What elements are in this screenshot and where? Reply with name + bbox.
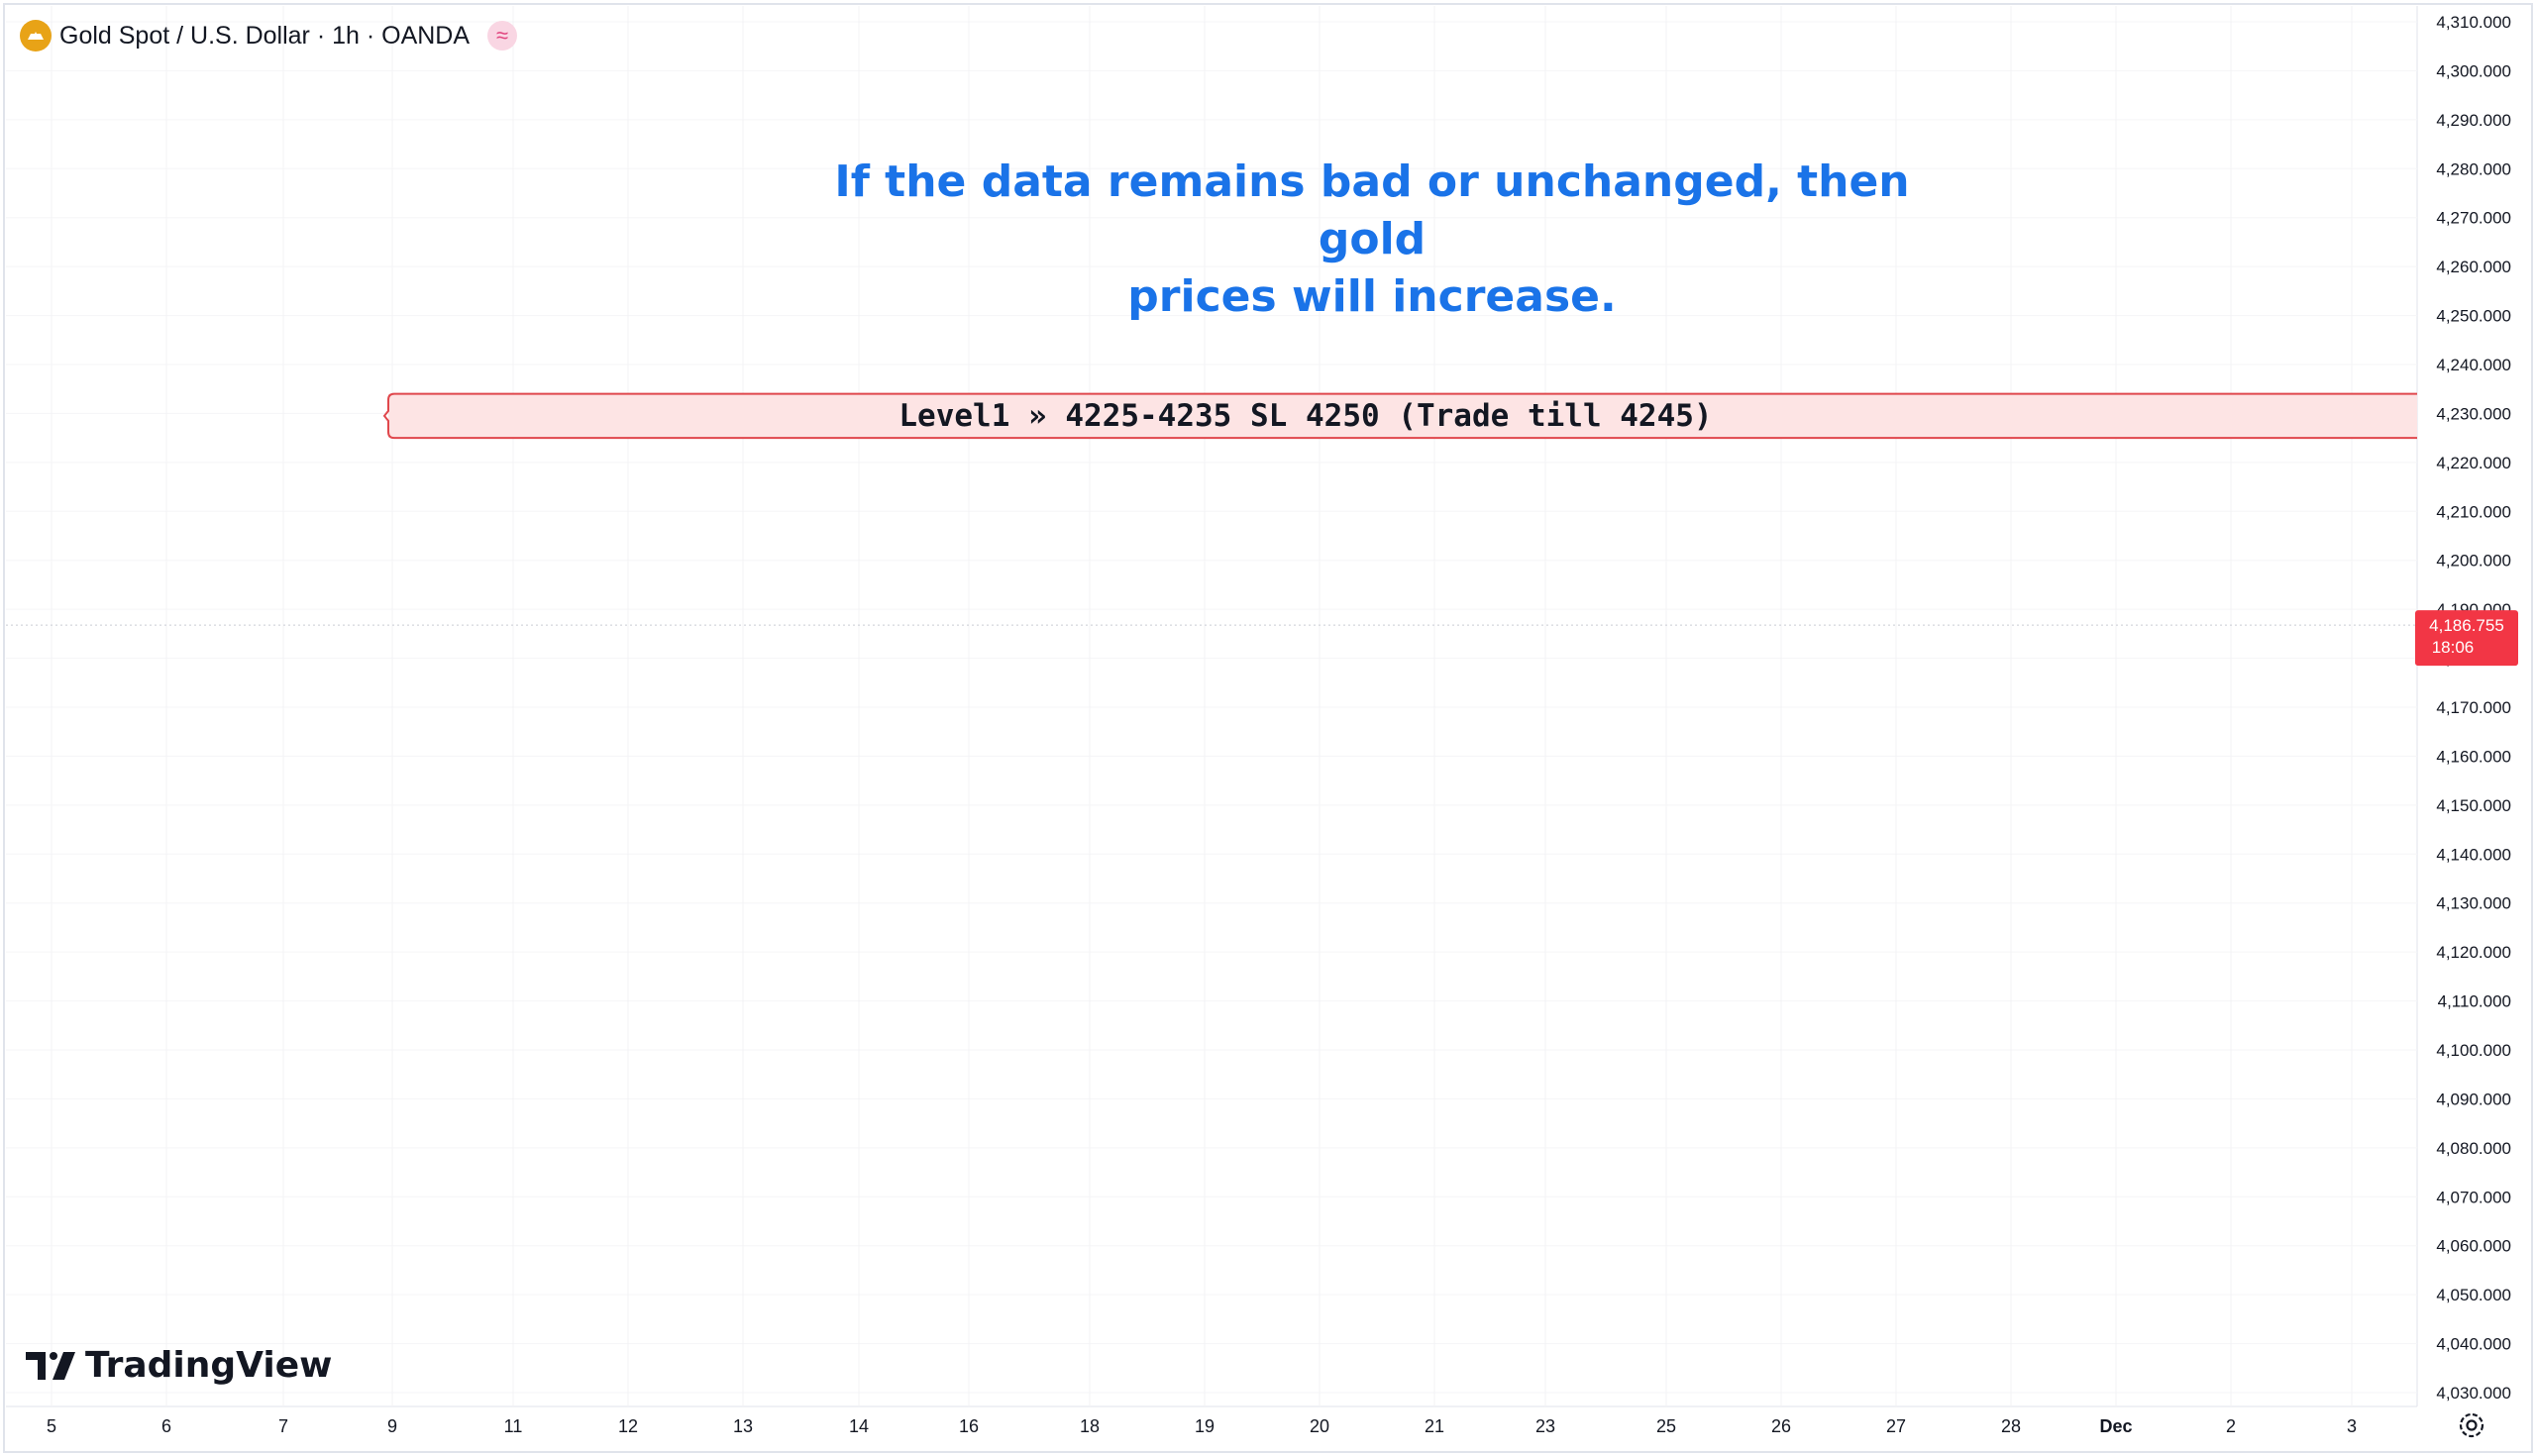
x-tick-label: 7 [278,1416,288,1436]
x-tick-label: 6 [161,1416,171,1436]
x-tick-label: 9 [387,1416,397,1436]
y-tick-label: 4,200.000 [2436,552,2511,571]
y-tick-label: 4,040.000 [2436,1335,2511,1354]
zone-label: Level1 » 4225-4235 SL 4250 (Trade till 4… [898,398,1712,434]
y-tick-label: 4,110.000 [2438,992,2511,1011]
x-tick-label: Dec [2099,1416,2132,1436]
tradingview-mark-icon [26,1351,75,1380]
price-badge-bg [2415,610,2518,667]
x-tick-label: 20 [1310,1416,1329,1436]
x-tick-label: 27 [1886,1416,1906,1436]
x-tick-label: 13 [733,1416,753,1436]
y-tick-label: 4,100.000 [2436,1041,2511,1060]
y-tick-label: 4,030.000 [2436,1384,2511,1403]
y-tick-label: 4,270.000 [2436,209,2511,228]
y-tick-label: 4,230.000 [2436,404,2511,423]
y-tick-label: 4,130.000 [2436,894,2511,913]
grid [3,3,2533,1453]
y-tick-label: 4,060.000 [2436,1237,2511,1256]
y-tick-label: 4,240.000 [2436,356,2511,374]
headline-line-2: prices will increase. [1127,271,1617,322]
y-tick-label: 4,050.000 [2436,1286,2511,1304]
price-badge: 4,186.755 18:06 [2415,610,2518,667]
y-tick-label: 4,120.000 [2436,943,2511,962]
price-zone[interactable]: Level1 » 4225-4235 SL 4250 (Trade till 4… [382,392,2417,440]
zone-fill [388,393,2417,439]
y-tick-label: 4,150.000 [2436,796,2511,815]
y-tick-label: 4,290.000 [2436,111,2511,130]
y-tick-label: 4,080.000 [2436,1139,2511,1158]
y-tick-label: 4,170.000 [2436,698,2511,717]
y-tick-label: 4,160.000 [2436,747,2511,766]
y-tick-label: 4,070.000 [2436,1188,2511,1206]
tradingview-logo[interactable]: TradingView [26,1345,332,1386]
gold-coin-icon [20,20,52,52]
y-tick-label: 4,140.000 [2436,845,2511,864]
x-tick-label: 16 [959,1416,979,1436]
y-tick-label: 4,250.000 [2436,307,2511,326]
zone-border [382,392,2417,440]
x-tick-label: 25 [1656,1416,1676,1436]
y-tick-label: 4,280.000 [2436,159,2511,178]
x-tick-label: 5 [47,1416,56,1436]
symbol-title: Gold Spot / U.S. Dollar · 1h · OANDA [59,21,471,50]
y-tick-label: 4,300.000 [2436,61,2511,80]
x-tick-label: 18 [1080,1416,1100,1436]
x-tick-label: 11 [504,1416,523,1436]
x-tick-label: 2 [2226,1416,2236,1436]
y-tick-label: 4,220.000 [2436,454,2511,472]
headline-text: If the data remains bad or unchanged, th… [783,154,1961,326]
headline-line-1: If the data remains bad or unchanged, th… [834,156,1910,264]
price-badge-countdown: 18:06 [2432,638,2475,657]
settings-gear-icon[interactable] [2455,1408,2488,1442]
x-tick-label: 19 [1195,1416,1215,1436]
symbol-header[interactable]: Gold Spot / U.S. Dollar · 1h · OANDA ≈ [20,18,518,53]
x-tick-label: 21 [1425,1416,1444,1436]
x-tick-label: 14 [849,1416,869,1436]
chart-frame [3,3,2533,1453]
y-tick-label: 4,090.000 [2436,1090,2511,1108]
y-tick-label: 4,210.000 [2436,502,2511,521]
waves-icon[interactable]: ≈ [487,21,518,51]
x-tick-label: 26 [1771,1416,1791,1436]
x-tick-label: 12 [618,1416,638,1436]
logo-text: TradingView [85,1345,333,1386]
x-tick-label: 28 [2001,1416,2021,1436]
axes: 4,310.000 4,300.000 4,290.000 4,280.000 4,27… [47,13,2518,1436]
x-tick-label: 23 [1535,1416,1555,1436]
price-badge-value: 4,186.755 [2429,616,2504,635]
y-tick-label: 4,260.000 [2436,258,2511,276]
x-tick-label: 3 [2347,1416,2357,1436]
y-tick-label: 4,310.000 [2436,13,2511,32]
